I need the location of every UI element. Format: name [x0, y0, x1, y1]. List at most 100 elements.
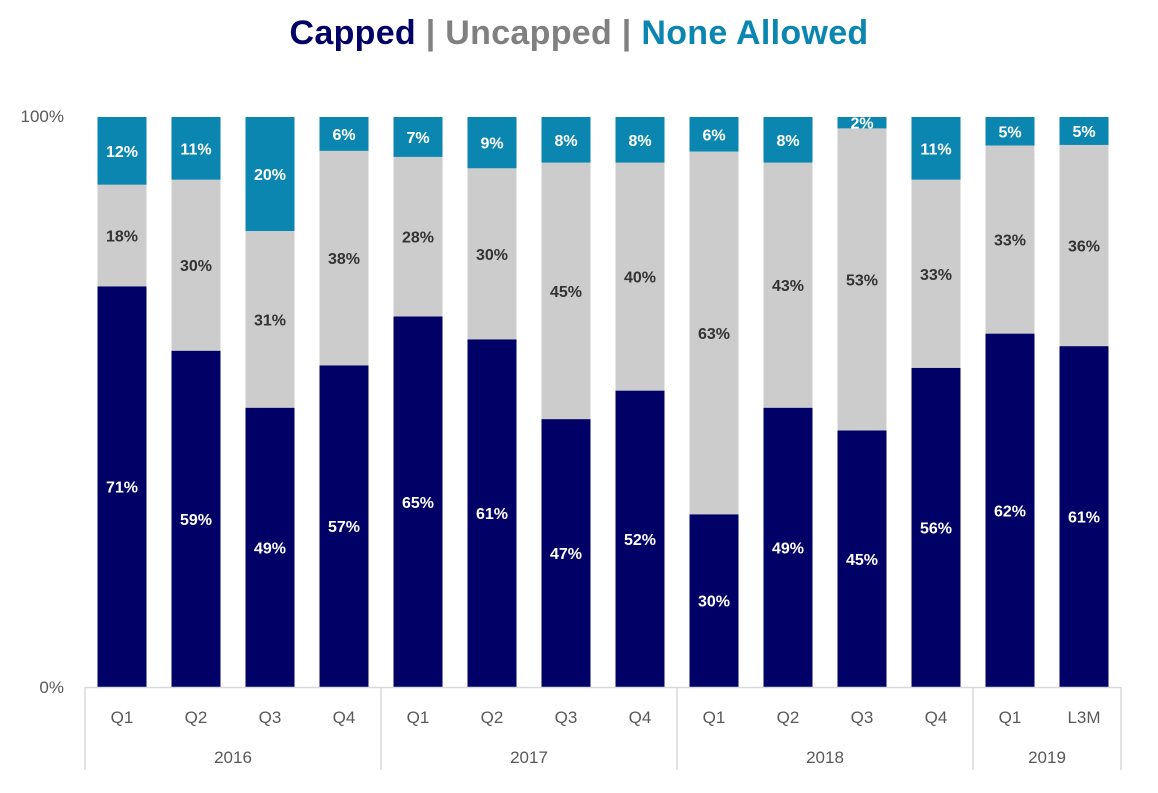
- x-group-label: 2018: [806, 748, 844, 767]
- bar-segment-uncapped: [97, 184, 147, 287]
- data-label-uncapped: 28%: [402, 230, 434, 247]
- x-tick-label: Q1: [407, 708, 430, 727]
- data-label-uncapped: 53%: [846, 272, 878, 289]
- data-label-capped: 45%: [846, 552, 878, 569]
- data-label-capped: 52%: [624, 532, 656, 549]
- data-label-none-allowed: 5%: [1072, 124, 1095, 141]
- bar-segment-capped: [911, 367, 961, 687]
- data-label-capped: 61%: [476, 506, 508, 523]
- data-label-capped: 71%: [106, 480, 138, 497]
- data-label-capped: 49%: [772, 540, 804, 557]
- bar-segment-uncapped: [615, 162, 665, 391]
- x-tick-label: Q4: [925, 708, 948, 727]
- x-tick-label: Q1: [111, 708, 134, 727]
- bar-segment-capped: [393, 316, 443, 687]
- data-label-uncapped: 63%: [698, 326, 730, 343]
- x-tick-label: Q1: [999, 708, 1022, 727]
- data-label-capped: 57%: [328, 519, 360, 536]
- chart-title: Capped | Uncapped | None Allowed: [0, 14, 1158, 53]
- title-separator: |: [612, 14, 642, 52]
- x-tick-label: Q4: [629, 708, 652, 727]
- bar-segment-none-allowed: [541, 117, 591, 163]
- bar-segment-none-allowed: [763, 117, 813, 163]
- bar-segment-capped: [837, 430, 887, 687]
- bar-segment-none-allowed: [97, 117, 147, 185]
- data-label-uncapped: 30%: [180, 258, 212, 275]
- x-tick-label: Q3: [555, 708, 578, 727]
- bar-segment-uncapped: [689, 151, 739, 515]
- x-tick-label: Q4: [333, 708, 356, 727]
- bar-segment-none-allowed: [393, 117, 443, 157]
- bar-segment-uncapped: [541, 162, 591, 420]
- data-label-none-allowed: 8%: [628, 133, 651, 150]
- data-label-uncapped: 43%: [772, 278, 804, 295]
- x-tick-label: Q3: [259, 708, 282, 727]
- title-uncapped: Uncapped: [445, 14, 613, 52]
- data-label-capped: 30%: [698, 594, 730, 611]
- x-tick-label: Q2: [481, 708, 504, 727]
- x-tick-label: Q3: [851, 708, 874, 727]
- data-label-capped: 62%: [994, 503, 1026, 520]
- data-label-uncapped: 40%: [624, 270, 656, 287]
- data-label-uncapped: 33%: [920, 267, 952, 284]
- bar-segment-uncapped: [245, 231, 295, 408]
- bar-segment-capped: [171, 350, 221, 687]
- data-label-none-allowed: 12%: [106, 144, 138, 161]
- data-label-uncapped: 18%: [106, 229, 138, 246]
- bar-segment-none-allowed: [911, 117, 961, 180]
- bar-segment-none-allowed: [985, 117, 1035, 146]
- data-label-none-allowed: 2%: [850, 116, 873, 133]
- bar-segment-capped: [541, 419, 591, 687]
- data-label-none-allowed: 9%: [480, 136, 503, 153]
- data-label-none-allowed: 6%: [702, 127, 725, 144]
- data-label-uncapped: 38%: [328, 251, 360, 268]
- data-label-capped: 65%: [402, 495, 434, 512]
- bar-segment-uncapped: [985, 145, 1035, 334]
- bar-segment-capped: [97, 286, 147, 687]
- x-group-label: 2017: [510, 748, 548, 767]
- title-capped: Capped: [289, 14, 416, 52]
- bar-segment-capped: [467, 339, 517, 687]
- bar-segment-uncapped: [171, 179, 221, 351]
- x-tick-label: Q2: [777, 708, 800, 727]
- title-separator: |: [415, 14, 446, 52]
- data-label-none-allowed: 6%: [332, 127, 355, 144]
- data-label-uncapped: 36%: [1068, 239, 1100, 256]
- bar-segment-uncapped: [763, 162, 813, 408]
- y-tick-label-0: 0%: [39, 678, 64, 697]
- data-label-none-allowed: 20%: [254, 167, 286, 184]
- data-label-uncapped: 45%: [550, 284, 582, 301]
- data-label-uncapped: 31%: [254, 312, 286, 329]
- data-label-none-allowed: 7%: [406, 130, 429, 147]
- bar-segment-capped: [615, 390, 665, 687]
- bar-segment-none-allowed: [319, 117, 369, 151]
- bar-segment-uncapped: [911, 179, 961, 368]
- bar-segment-none-allowed: [245, 117, 295, 231]
- bar-segment-uncapped: [837, 128, 887, 431]
- data-label-capped: 49%: [254, 540, 286, 557]
- bar-segment-uncapped: [467, 168, 517, 340]
- data-label-none-allowed: 11%: [920, 141, 951, 158]
- title-none-allowed: None Allowed: [641, 14, 869, 52]
- data-label-none-allowed: 8%: [776, 133, 799, 150]
- bar-segment-none-allowed: [1059, 117, 1109, 145]
- x-group-label: 2019: [1028, 748, 1066, 767]
- data-label-none-allowed: 8%: [554, 133, 577, 150]
- bar-segment-none-allowed: [467, 117, 517, 169]
- bar-segment-capped: [985, 333, 1035, 687]
- bar-segment-none-allowed: [615, 117, 665, 163]
- bar-segment-none-allowed: [689, 117, 739, 152]
- bar-segment-none-allowed: [837, 117, 887, 129]
- data-label-uncapped: 33%: [994, 233, 1026, 250]
- data-label-capped: 56%: [920, 520, 952, 537]
- bar-segment-none-allowed: [171, 117, 221, 180]
- data-label-capped: 61%: [1068, 510, 1100, 527]
- x-tick-label: L3M: [1067, 708, 1100, 727]
- bar-segment-uncapped: [319, 150, 369, 366]
- data-label-none-allowed: 11%: [180, 141, 211, 158]
- x-group-label: 2016: [214, 748, 252, 767]
- bar-segment-capped: [763, 407, 813, 687]
- bar-segment-capped: [319, 365, 369, 687]
- data-label-capped: 59%: [180, 512, 212, 529]
